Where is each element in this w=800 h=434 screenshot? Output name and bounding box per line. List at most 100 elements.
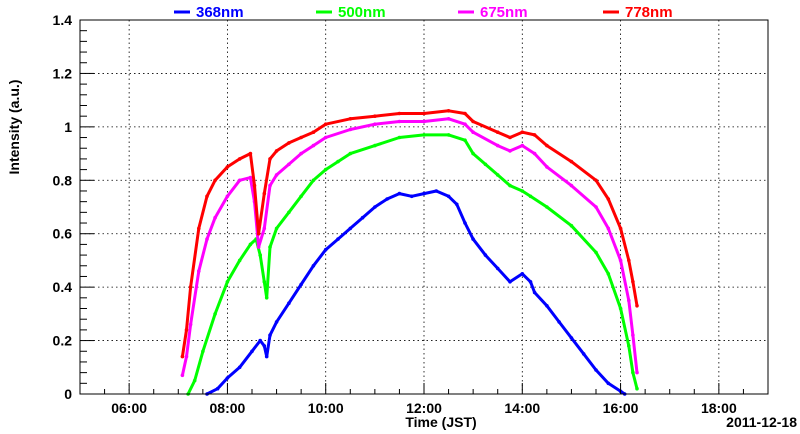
data-point-500nm bbox=[594, 250, 598, 255]
data-point-675nm bbox=[299, 151, 303, 156]
data-point-675nm bbox=[180, 373, 185, 378]
data-point-368nm bbox=[268, 333, 272, 338]
x-axis-title: Time (JST) bbox=[405, 414, 476, 430]
data-point-368nm bbox=[520, 272, 525, 276]
x-tick-label: 08:00 bbox=[210, 400, 246, 416]
y-tick-label: 0.4 bbox=[53, 279, 73, 295]
data-point-675nm bbox=[248, 175, 253, 180]
data-point-500nm bbox=[336, 159, 340, 164]
data-point-500nm bbox=[545, 205, 549, 209]
data-point-778nm bbox=[180, 354, 185, 359]
data-point-500nm bbox=[201, 349, 205, 354]
data-point-778nm bbox=[274, 149, 279, 153]
data-point-368nm bbox=[606, 381, 611, 386]
data-point-778nm bbox=[252, 183, 257, 188]
data-point-778nm bbox=[397, 111, 402, 116]
data-point-500nm bbox=[528, 194, 533, 199]
axis-ticks: 06:00 08:00 10:00 12:00 14:00 16:00 18:00 0 0.2 0… bbox=[53, 12, 769, 416]
data-point-675nm bbox=[237, 178, 242, 183]
data-point-368nm bbox=[336, 237, 340, 241]
data-point-675nm bbox=[205, 237, 209, 241]
data-point-500nm bbox=[248, 242, 253, 247]
data-point-368nm bbox=[463, 221, 467, 225]
data-point-778nm bbox=[225, 165, 230, 169]
data-point-500nm bbox=[618, 306, 623, 311]
data-point-368nm bbox=[508, 280, 512, 284]
x-tick-label: 18:00 bbox=[701, 400, 737, 416]
data-point-675nm bbox=[446, 117, 451, 121]
data-point-500nm bbox=[508, 183, 512, 188]
legend: 368nm 500nm 675nm 778nm bbox=[174, 4, 673, 21]
data-point-675nm bbox=[631, 333, 635, 338]
data-point-675nm bbox=[287, 162, 291, 167]
x-tick-label: 06:00 bbox=[111, 400, 147, 416]
date-label: 2011-12-18 bbox=[726, 414, 797, 430]
data-point-778nm bbox=[618, 226, 623, 231]
data-point-368nm bbox=[348, 226, 353, 231]
data-point-500nm bbox=[225, 280, 230, 284]
x-tick-label: 16:00 bbox=[603, 400, 639, 416]
data-point-778nm bbox=[213, 178, 217, 183]
data-point-675nm bbox=[627, 298, 631, 303]
data-point-778nm bbox=[262, 191, 267, 196]
data-point-778nm bbox=[569, 159, 574, 164]
data-point-778nm bbox=[323, 122, 328, 126]
data-point-500nm bbox=[264, 296, 269, 300]
data-point-778nm bbox=[373, 114, 377, 118]
data-point-778nm bbox=[205, 194, 209, 199]
data-point-500nm bbox=[237, 258, 242, 263]
data-point-368nm bbox=[409, 194, 414, 199]
data-point-778nm bbox=[422, 111, 426, 116]
data-point-368nm bbox=[495, 266, 500, 271]
grid bbox=[80, 20, 768, 394]
data-point-368nm bbox=[215, 386, 220, 391]
data-point-778nm bbox=[520, 130, 525, 134]
data-point-500nm bbox=[258, 253, 263, 257]
data-point-500nm bbox=[631, 370, 635, 375]
data-point-778nm bbox=[631, 280, 635, 284]
y-axis-title: Intensity (a.u.) bbox=[6, 80, 22, 175]
x-tick-label: 10:00 bbox=[308, 400, 344, 416]
data-point-368nm bbox=[311, 264, 316, 268]
data-point-500nm bbox=[311, 178, 316, 183]
data-point-778nm bbox=[299, 135, 303, 140]
data-point-675nm bbox=[520, 143, 525, 148]
legend-label-778nm: 778nm bbox=[625, 4, 673, 21]
data-point-500nm bbox=[287, 210, 291, 215]
data-point-368nm bbox=[323, 247, 328, 252]
data-point-500nm bbox=[299, 194, 303, 199]
data-point-368nm bbox=[237, 365, 242, 370]
data-point-500nm bbox=[268, 245, 272, 249]
y-tick-label: 1.2 bbox=[53, 65, 73, 81]
data-point-500nm bbox=[627, 344, 631, 348]
data-point-500nm bbox=[397, 135, 402, 140]
y-tick-label: 0.6 bbox=[53, 226, 73, 242]
data-point-368nm bbox=[258, 338, 263, 343]
data-point-500nm bbox=[569, 223, 574, 228]
data-point-675nm bbox=[256, 245, 261, 249]
data-point-778nm bbox=[446, 109, 451, 113]
data-point-778nm bbox=[348, 117, 353, 121]
data-point-778nm bbox=[495, 130, 500, 134]
data-point-778nm bbox=[545, 143, 549, 148]
data-point-675nm bbox=[471, 130, 475, 134]
data-point-778nm bbox=[287, 141, 291, 145]
data-point-368nm bbox=[225, 376, 230, 380]
data-point-368nm bbox=[569, 336, 574, 340]
data-point-675nm bbox=[323, 135, 328, 140]
series-layer bbox=[180, 109, 639, 396]
data-point-500nm bbox=[483, 162, 488, 167]
y-tick-label: 1.4 bbox=[53, 12, 73, 28]
data-point-368nm bbox=[262, 344, 267, 348]
data-point-500nm bbox=[348, 151, 353, 156]
data-point-778nm bbox=[463, 111, 467, 116]
data-point-675nm bbox=[635, 370, 639, 375]
y-tick-label: 1 bbox=[64, 119, 72, 135]
data-point-675nm bbox=[274, 173, 279, 177]
data-point-368nm bbox=[446, 194, 451, 199]
data-point-675nm bbox=[397, 119, 402, 124]
data-point-675nm bbox=[532, 151, 537, 156]
data-point-675nm bbox=[508, 149, 512, 153]
series-line-368nm bbox=[205, 189, 627, 396]
